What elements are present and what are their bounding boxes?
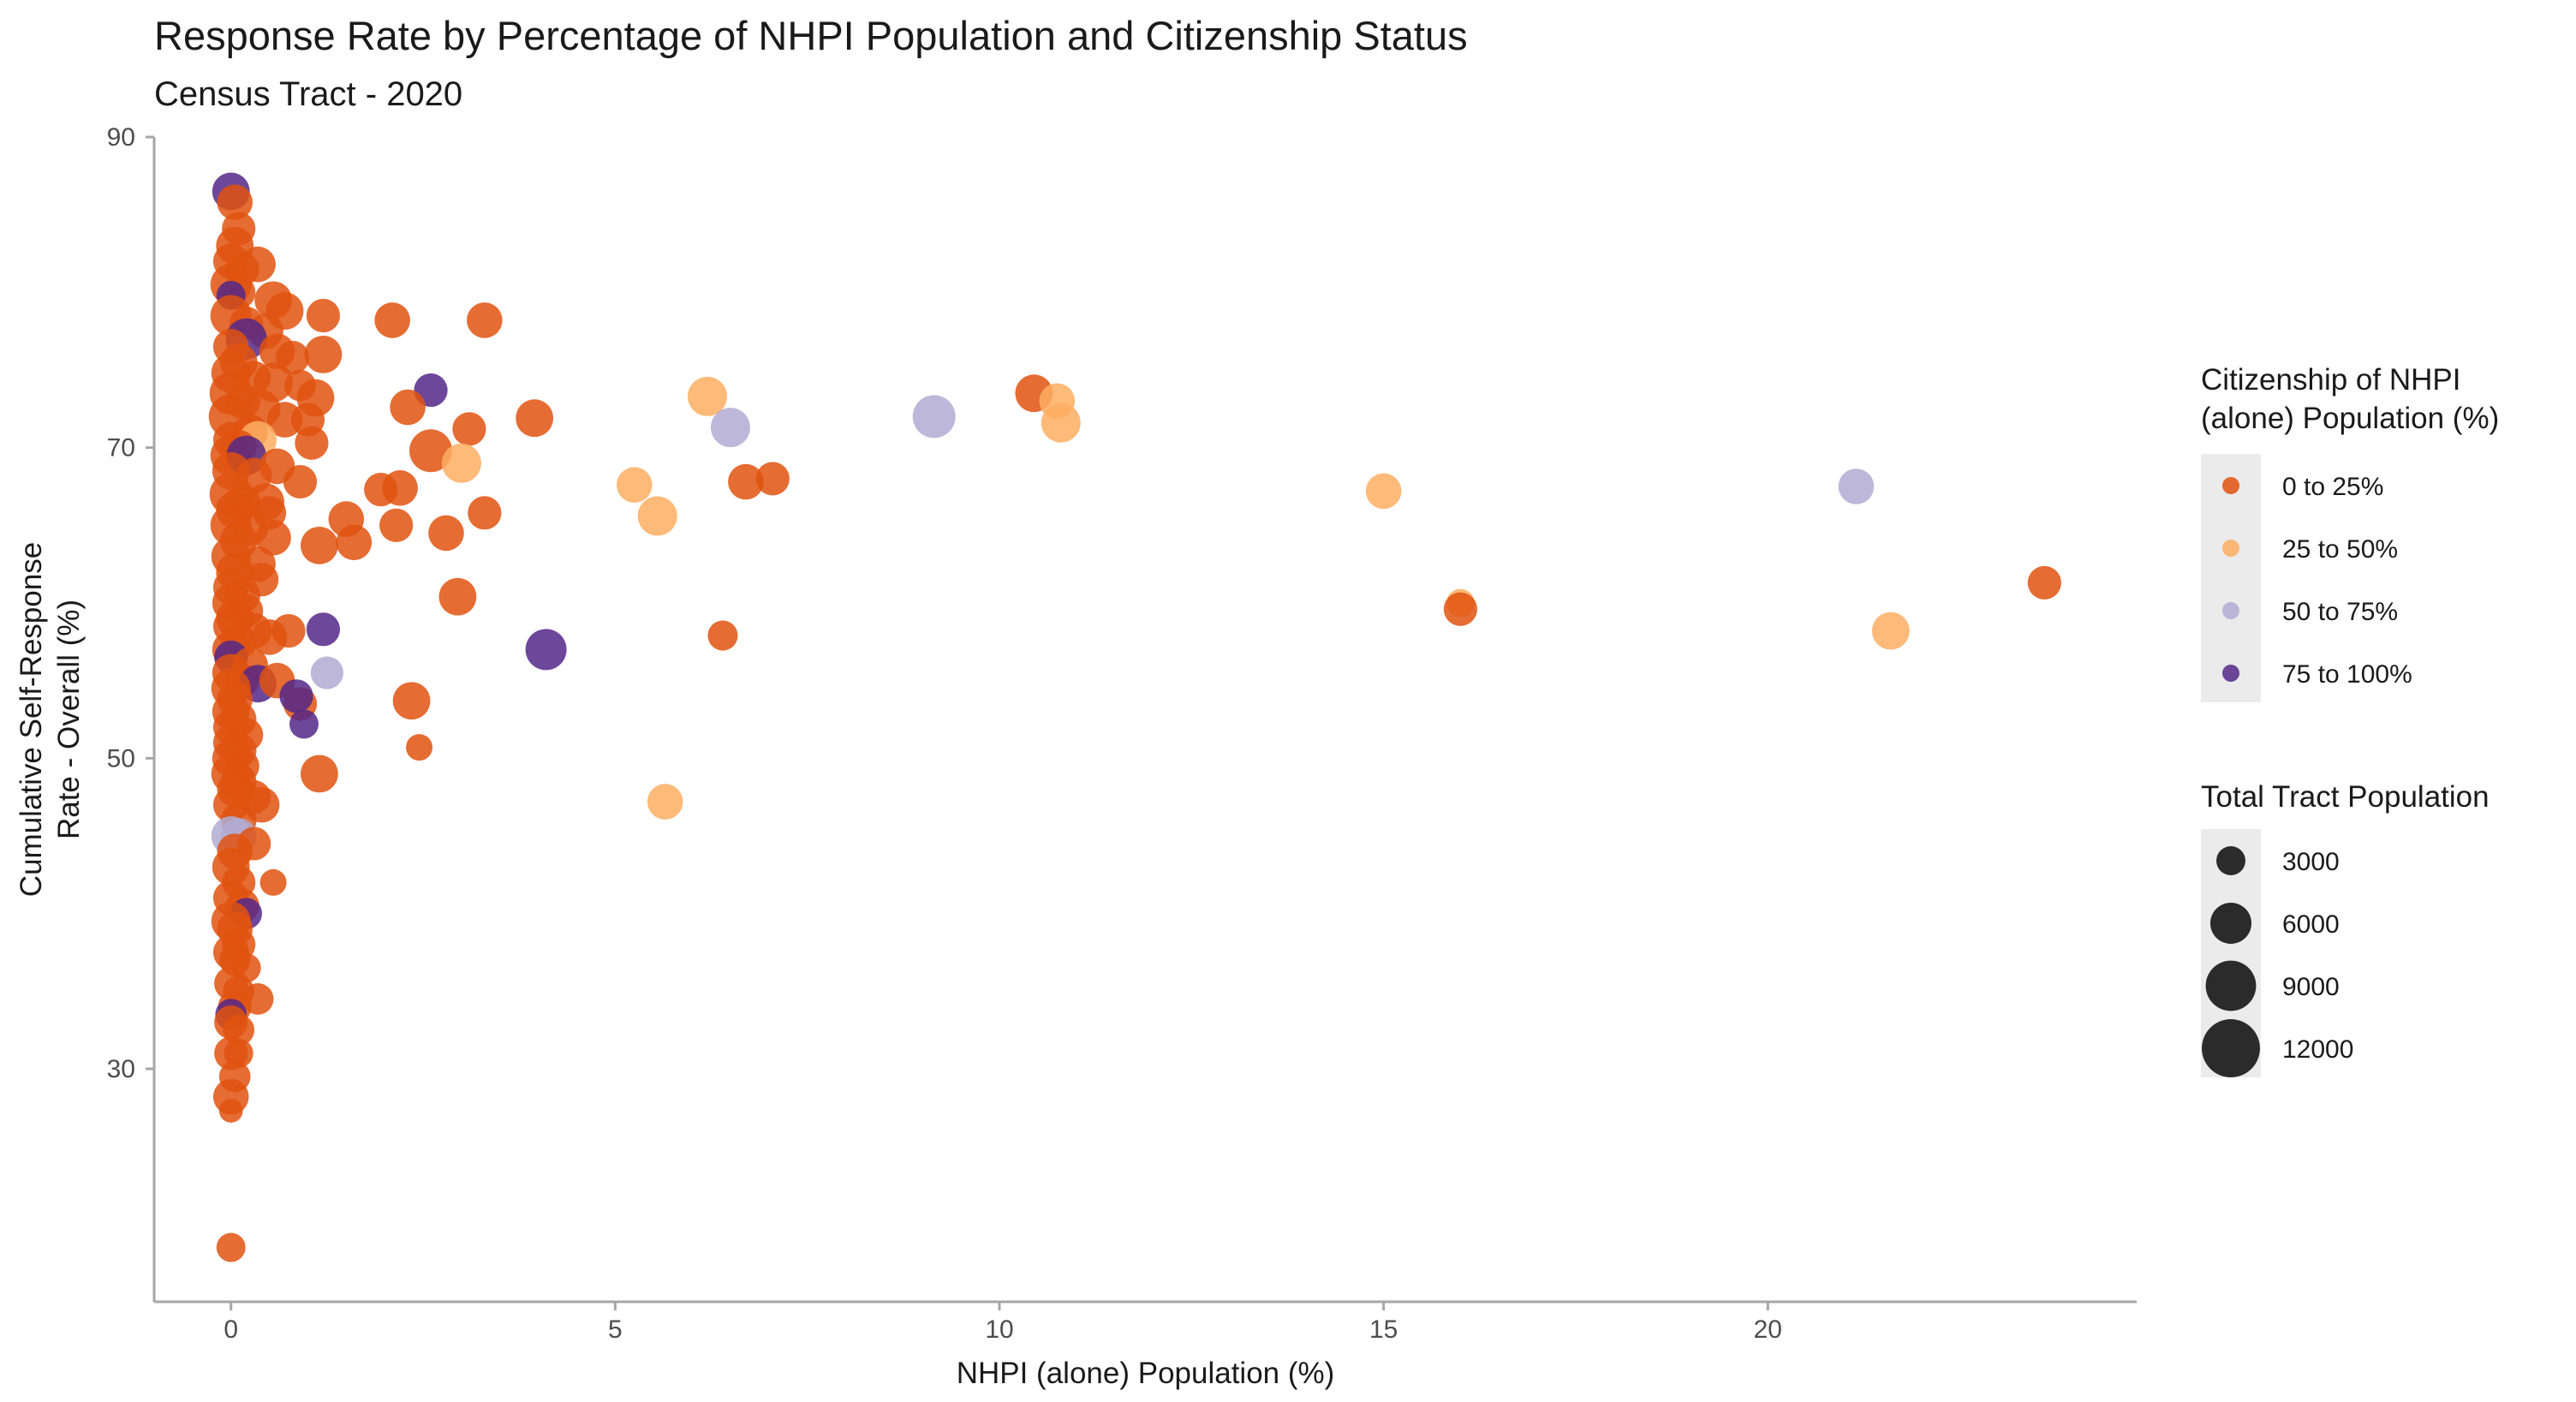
color-legend-title-line-2: (alone) Population (%) xyxy=(2201,402,2499,435)
data-point xyxy=(637,496,677,536)
data-point xyxy=(390,389,426,426)
x-ticks: 0 5 10 15 20 xyxy=(224,1302,1782,1344)
points-layer xyxy=(208,172,2061,1262)
data-point xyxy=(617,467,653,503)
data-point xyxy=(306,612,341,647)
color-legend-key-background xyxy=(2201,454,2261,702)
chart-title: Response Rate by Percentage of NHPI Popu… xyxy=(154,13,1468,58)
data-point xyxy=(306,298,341,333)
data-point xyxy=(2027,565,2061,600)
color-legend: Citizenship of NHPI (alone) Population (… xyxy=(2201,363,2499,702)
color-legend-key xyxy=(2222,665,2239,682)
size-legend-label: 6000 xyxy=(2282,910,2340,939)
data-point xyxy=(279,679,313,713)
data-point xyxy=(452,412,486,446)
size-legend: Total Tract Population 3000 6000 9000 12000 xyxy=(2201,780,2490,1077)
data-point xyxy=(428,515,464,552)
data-point xyxy=(240,246,276,283)
data-point xyxy=(755,462,790,496)
data-point xyxy=(218,1099,243,1123)
data-point xyxy=(271,614,306,648)
data-point xyxy=(304,335,343,373)
color-legend-key xyxy=(2222,540,2239,557)
color-legend-label: 50 to 75% xyxy=(2282,598,2398,626)
data-point xyxy=(1838,468,1875,504)
data-point xyxy=(392,682,431,720)
data-point xyxy=(283,464,318,499)
data-point xyxy=(382,470,418,506)
data-point xyxy=(224,1038,253,1068)
size-legend-title: Total Tract Population xyxy=(2201,780,2490,814)
data-point xyxy=(728,463,764,500)
data-point xyxy=(295,426,329,460)
chart-subtitle: Census Tract - 2020 xyxy=(154,75,463,113)
y-tick-label: 30 xyxy=(107,1055,135,1083)
data-point xyxy=(912,395,956,438)
color-legend-key xyxy=(2222,477,2239,494)
data-point xyxy=(374,302,410,338)
size-legend-key xyxy=(2202,1019,2260,1077)
size-legend-label: 3000 xyxy=(2282,848,2340,876)
data-point xyxy=(310,656,343,689)
data-point xyxy=(468,496,502,530)
data-point xyxy=(216,1232,246,1262)
data-point xyxy=(710,408,750,448)
y-tick-label: 70 xyxy=(107,434,135,462)
y-ticks: 30 50 70 90 xyxy=(107,123,154,1083)
data-point xyxy=(255,520,291,556)
data-point xyxy=(438,577,477,616)
data-point xyxy=(379,508,414,542)
data-point xyxy=(259,868,287,896)
data-point xyxy=(1871,612,1910,650)
color-legend-title-line-1: Citizenship of NHPI xyxy=(2201,363,2460,397)
data-point xyxy=(300,755,338,793)
size-legend-key xyxy=(2209,902,2252,945)
color-legend-label: 25 to 50% xyxy=(2282,535,2398,564)
data-point xyxy=(289,709,319,739)
data-point xyxy=(1443,592,1477,626)
size-legend-key xyxy=(2205,960,2257,1011)
size-legend-key xyxy=(2216,846,2245,875)
y-axis-title-line-2: Rate - Overall (%) xyxy=(52,600,86,839)
data-point xyxy=(336,524,373,561)
x-axis-title: NHPI (alone) Population (%) xyxy=(957,1357,1335,1390)
data-point xyxy=(217,184,253,220)
x-tick-label: 15 xyxy=(1369,1315,1398,1344)
data-point xyxy=(1041,403,1081,443)
x-tick-label: 0 xyxy=(224,1315,238,1344)
data-point xyxy=(707,620,738,651)
data-point xyxy=(647,784,683,820)
size-legend-label: 9000 xyxy=(2282,973,2340,1001)
color-legend-key xyxy=(2222,602,2239,619)
data-point xyxy=(1365,473,1402,510)
x-tick-label: 20 xyxy=(1754,1315,1782,1344)
color-legend-label: 75 to 100% xyxy=(2282,660,2412,689)
data-point xyxy=(688,376,728,416)
y-axis-title-line-1: Cumulative Self-Response xyxy=(15,542,48,897)
color-legend-label: 0 to 25% xyxy=(2282,473,2383,501)
x-tick-label: 10 xyxy=(985,1315,1013,1344)
y-tick-label: 90 xyxy=(107,123,135,152)
data-point xyxy=(441,443,481,483)
data-point xyxy=(467,302,503,338)
data-point xyxy=(406,734,433,761)
x-tick-label: 5 xyxy=(608,1315,623,1344)
data-point xyxy=(525,629,567,671)
y-tick-label: 50 xyxy=(107,744,135,773)
data-point xyxy=(516,399,554,438)
data-point xyxy=(409,429,453,473)
data-point xyxy=(300,526,338,564)
size-legend-label: 12000 xyxy=(2282,1035,2353,1064)
